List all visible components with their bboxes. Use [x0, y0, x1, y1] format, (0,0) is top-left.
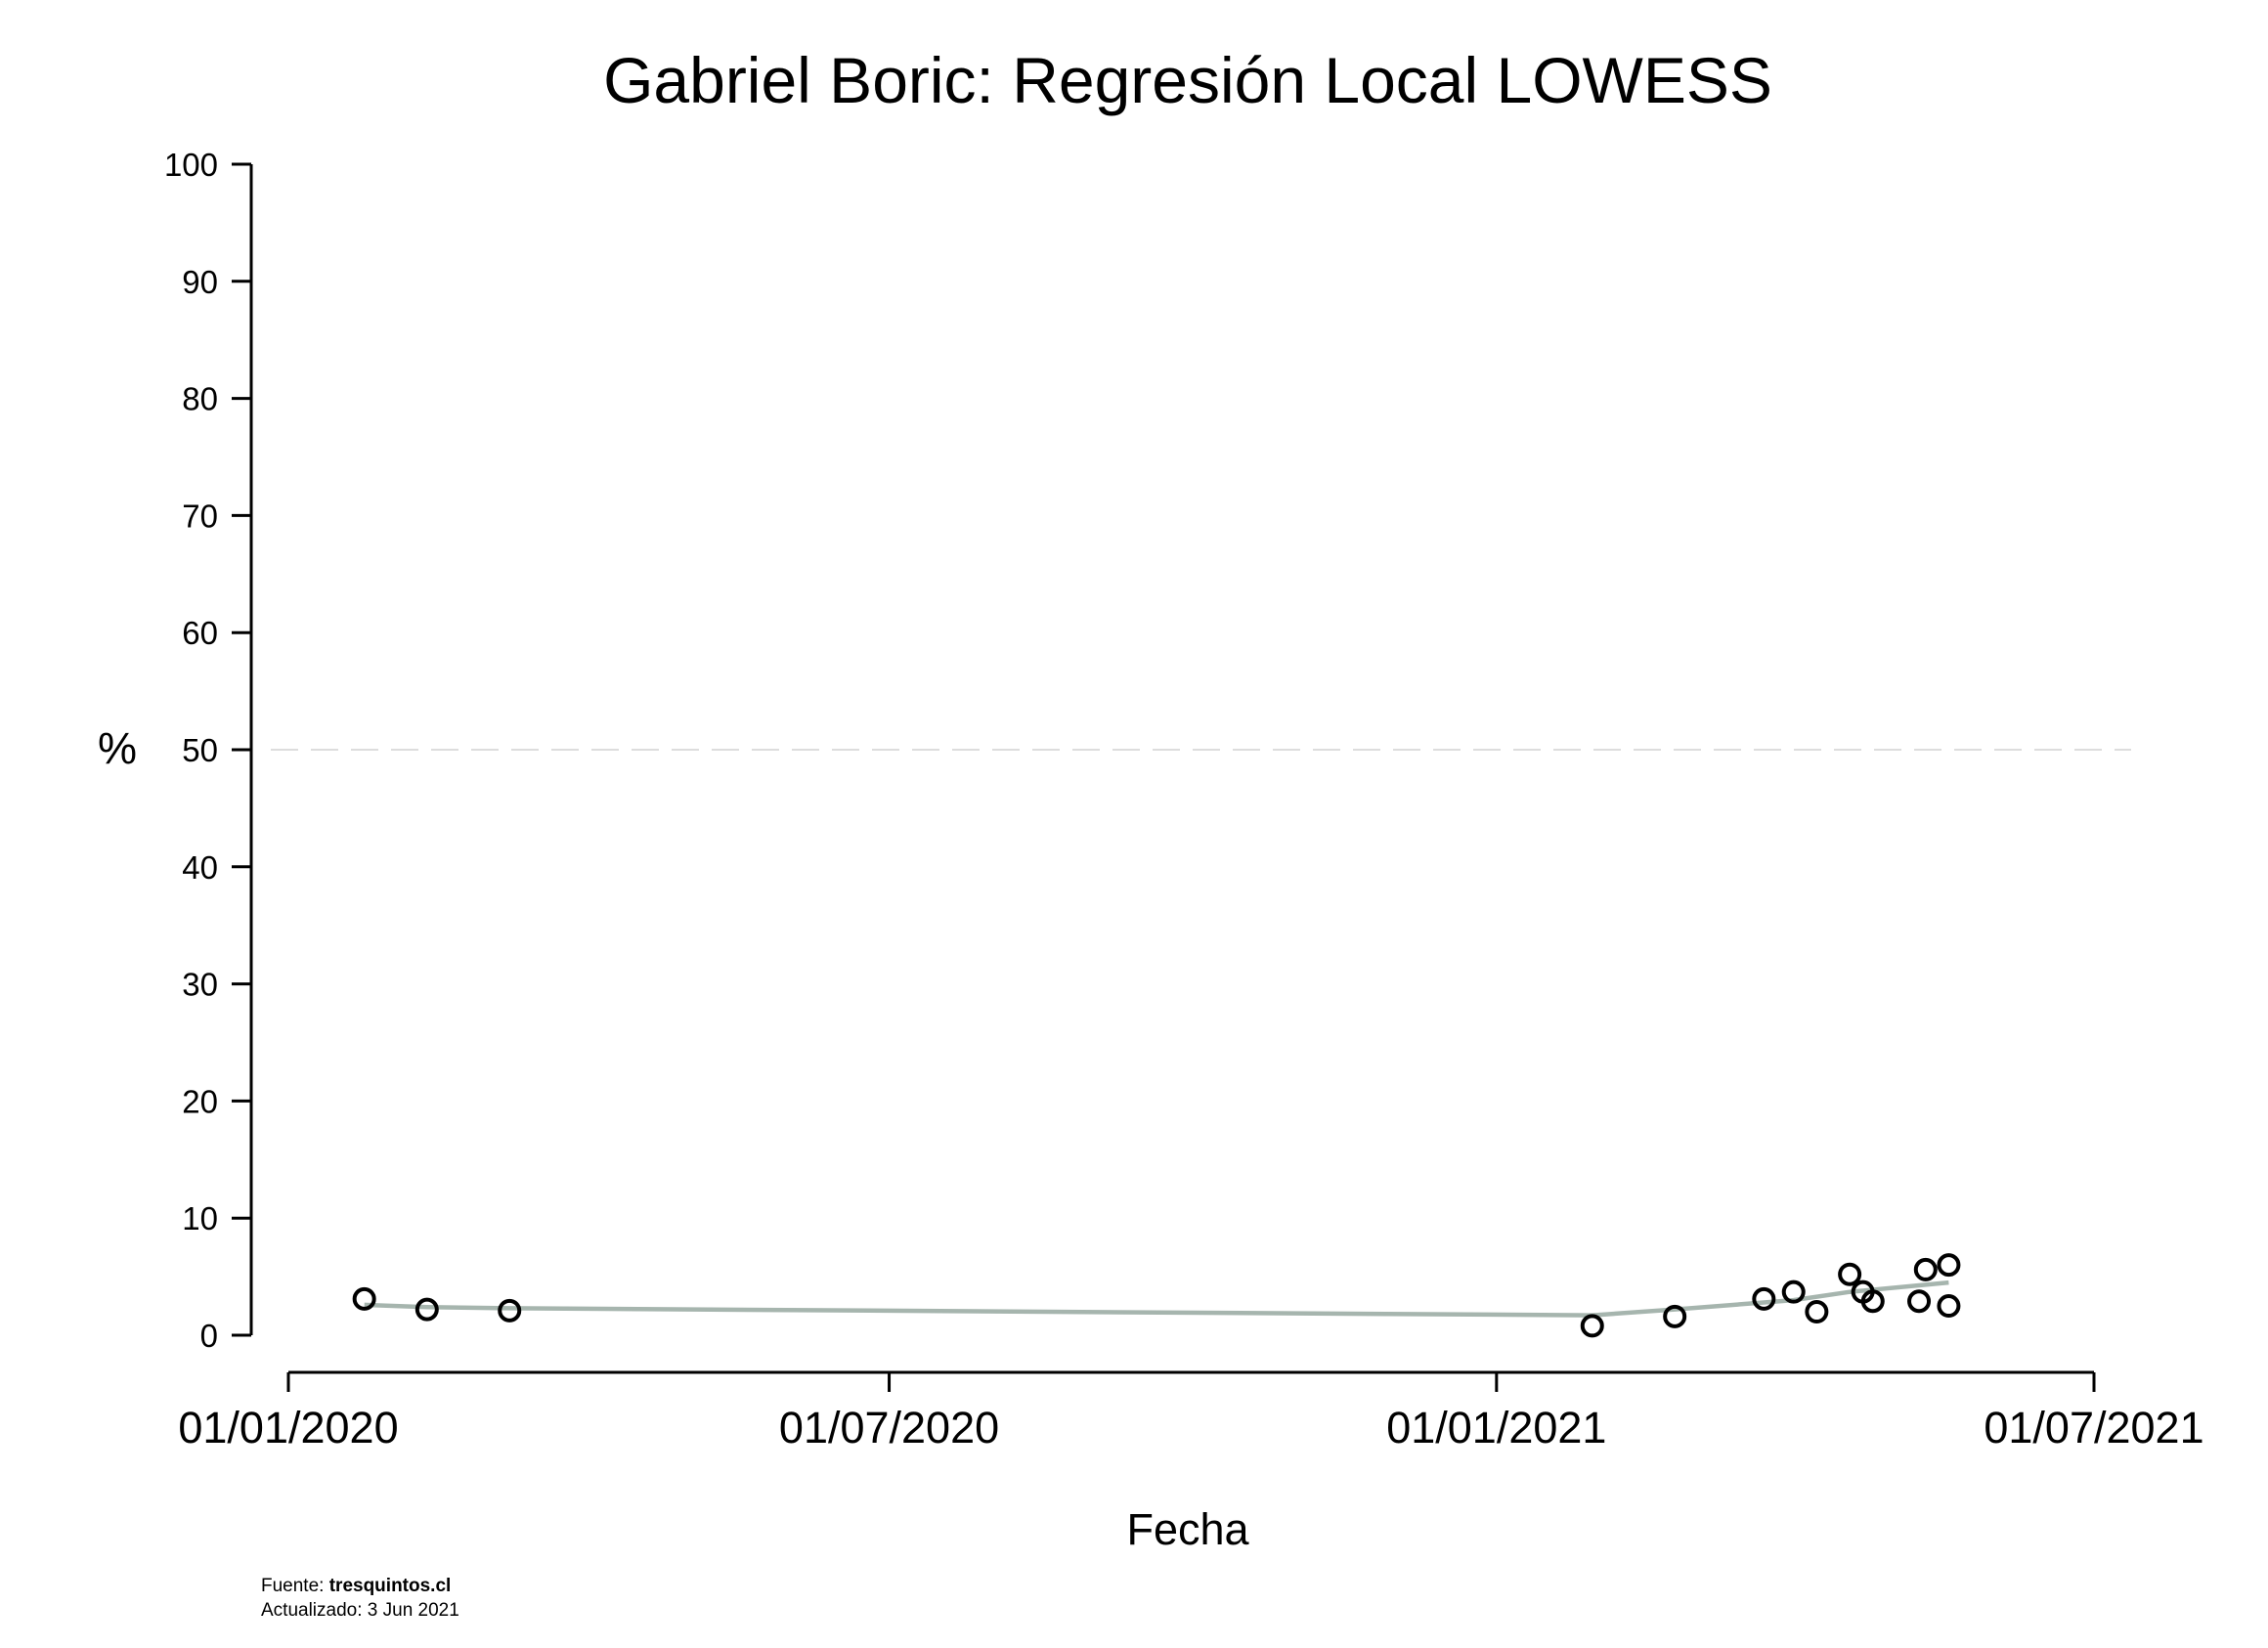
- y-tick-label: 60: [182, 615, 218, 651]
- data-point: [1752, 1286, 1776, 1311]
- data-point: [1663, 1304, 1687, 1328]
- data-point: [1805, 1300, 1829, 1324]
- footer-updated: Actualizado: 3 Jun 2021: [261, 1600, 459, 1621]
- data-point: [1580, 1314, 1604, 1338]
- data-point: [1907, 1289, 1932, 1314]
- data-point: [414, 1297, 439, 1322]
- y-tick-label: 10: [182, 1200, 218, 1236]
- data-point: [1838, 1262, 1862, 1286]
- data-point: [1937, 1253, 1961, 1278]
- data-point: [352, 1286, 376, 1311]
- footer-source: Fuente: tresquintos.cl: [261, 1576, 451, 1596]
- footer-source-label: Fuente:: [261, 1576, 329, 1596]
- x-tick-label: 01/07/2020: [779, 1403, 999, 1453]
- y-tick-label: 40: [182, 849, 218, 886]
- y-tick-label: 30: [182, 967, 218, 1003]
- y-tick-label: 0: [200, 1318, 218, 1354]
- y-tick-label: 20: [182, 1083, 218, 1119]
- y-axis-title: %: [98, 723, 137, 773]
- lowess-smooth-line: [364, 1279, 1949, 1318]
- data-point: [498, 1298, 522, 1323]
- data-point: [1937, 1294, 1961, 1319]
- x-tick-label: 01/07/2021: [1984, 1403, 2203, 1453]
- data-point: [1913, 1257, 1938, 1281]
- data-point: [1860, 1289, 1885, 1314]
- data-point: [1781, 1279, 1806, 1304]
- x-tick-label: 01/01/2021: [1386, 1403, 1606, 1453]
- chart-title: Gabriel Boric: Regresión Local LOWESS: [603, 44, 1772, 116]
- y-tick-label: 100: [164, 147, 218, 183]
- x-axis-title: Fecha: [1126, 1504, 1249, 1554]
- footer-source-value: tresquintos.cl: [329, 1576, 452, 1596]
- y-tick-label: 50: [182, 732, 218, 768]
- x-axis-ticks: 01/01/2020 01/07/2020 01/01/2021 01/07/2021: [178, 1372, 2204, 1453]
- y-tick-label: 90: [182, 264, 218, 300]
- y-tick-label: 80: [182, 381, 218, 417]
- x-tick-label: 01/01/2020: [178, 1403, 398, 1453]
- data-points: [352, 1253, 1961, 1338]
- y-tick-label: 70: [182, 498, 218, 534]
- y-axis-ticks: 0 10 20 30 40 50 60 70 80 90 100: [164, 147, 251, 1354]
